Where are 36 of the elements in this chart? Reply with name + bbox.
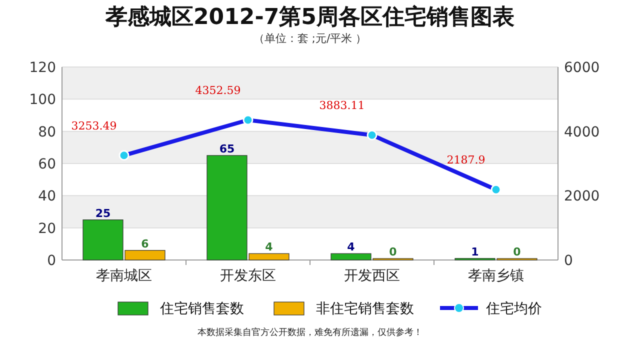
data-label: 6 <box>141 237 150 250</box>
y-tick-label: 0 <box>47 253 56 269</box>
x-tick-label: 开发西区 <box>344 268 400 284</box>
text: 本数据采集自官方公开数据，难免有所遗漏，仅供参考！ <box>198 327 422 338</box>
data-label: 65 <box>219 142 235 156</box>
chart-title: 孝感城区2012-7第5周各区住宅销售图表 <box>104 4 514 30</box>
y-tick-label: 80 <box>38 124 56 140</box>
legend-住宅均价: 住宅均价 <box>440 301 542 317</box>
data-label: 3253.49 <box>71 119 117 132</box>
data-label: 1 <box>471 245 479 258</box>
y2-tick-label: 2000 <box>564 188 600 205</box>
y-tick-label: 100 <box>29 92 56 108</box>
y-tick-label: 60 <box>38 156 56 172</box>
y2-tick-label: 4000 <box>564 124 600 140</box>
legend-非住宅销售套数: 非住宅销售套数 <box>274 301 414 317</box>
y2-tick-label: 0 <box>564 253 573 269</box>
legend-label: 住宅销售套数 <box>159 301 244 317</box>
data-label: 25 <box>95 206 111 220</box>
data-label: 2187.9 <box>446 154 486 167</box>
x-tick-label: 开发东区 <box>220 268 276 284</box>
y-tick-label: 120 <box>29 60 56 76</box>
data-label: 3883.11 <box>319 99 365 112</box>
x-tick-label: 孝南城区 <box>96 268 152 284</box>
data-label: 0 <box>389 246 398 258</box>
x-tick-label: 孝南乡镇 <box>468 268 524 284</box>
y-tick-label: 40 <box>38 188 56 205</box>
legend-label: 非住宅销售套数 <box>316 301 414 317</box>
legend-住宅销售套数: 住宅销售套数 <box>118 301 244 317</box>
data-label: 4 <box>265 240 274 254</box>
data-label: 4352.59 <box>195 84 241 97</box>
data-label: 0 <box>513 246 522 258</box>
legend-label: 住宅均价 <box>485 301 542 317</box>
chart-subtitle: （单位：套 ;元/平米 ） <box>253 32 367 45</box>
y-tick-label: 20 <box>38 220 56 237</box>
data-label: 4 <box>347 240 356 254</box>
y2-tick-label: 6000 <box>564 60 600 76</box>
